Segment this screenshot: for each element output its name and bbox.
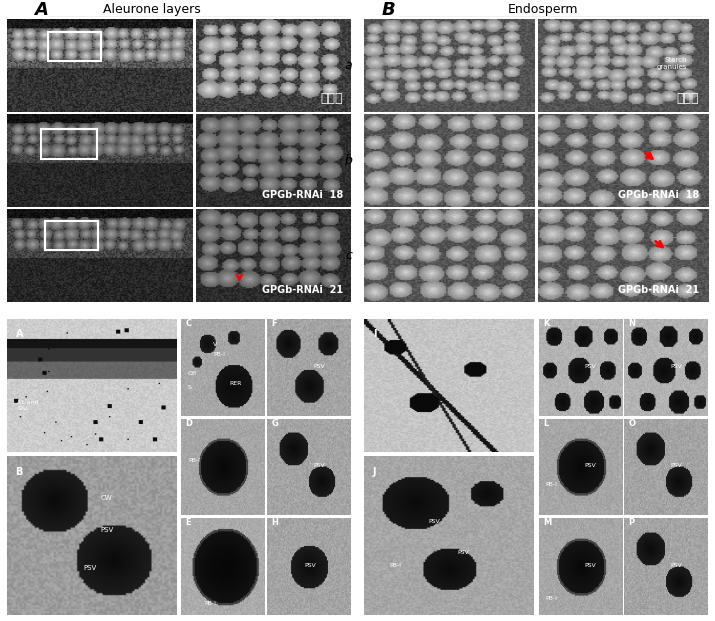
Text: RER: RER	[230, 381, 242, 386]
Text: D: D	[186, 419, 192, 428]
Text: PSV: PSV	[313, 463, 325, 468]
Text: PSV: PSV	[584, 364, 596, 369]
Text: PB-I: PB-I	[546, 596, 557, 601]
Text: PSV: PSV	[671, 364, 682, 369]
Text: PB-I: PB-I	[204, 601, 217, 606]
Text: PSV: PSV	[313, 364, 325, 369]
Text: 일반벼: 일반벼	[320, 92, 343, 105]
Text: C: C	[11, 322, 22, 337]
Text: GPGb-RNAi  21: GPGb-RNAi 21	[262, 285, 343, 295]
Text: PSV: PSV	[100, 527, 114, 533]
Bar	[41, 129, 97, 159]
Text: c: c	[345, 249, 352, 262]
Text: CW: CW	[100, 496, 112, 502]
Bar	[48, 32, 101, 61]
Text: S: S	[188, 385, 192, 390]
Text: b: b	[345, 154, 352, 167]
Text: G: G	[272, 419, 278, 428]
Text: PB-I: PB-I	[390, 563, 402, 568]
Text: GPGb-RNAi  18: GPGb-RNAi 18	[262, 191, 343, 201]
Text: PB-I: PB-I	[213, 352, 225, 357]
Text: M: M	[543, 518, 551, 527]
Text: 일반벼: 일반벼	[677, 92, 699, 105]
Text: GPGb-RNAi  21: GPGb-RNAi 21	[618, 285, 699, 295]
Text: AL and
SAL: AL and SAL	[17, 400, 39, 410]
Text: B: B	[16, 467, 23, 477]
Text: PSV: PSV	[671, 463, 682, 468]
Text: O: O	[628, 419, 636, 428]
Text: PSV: PSV	[429, 519, 440, 524]
Text: K: K	[543, 319, 549, 328]
Text: J: J	[373, 467, 376, 477]
Text: OB: OB	[188, 371, 197, 376]
Text: PB-I: PB-I	[188, 458, 200, 463]
Text: GPGb-RNAi  18: GPGb-RNAi 18	[618, 191, 699, 201]
Text: PSV: PSV	[305, 563, 317, 568]
Text: PSV: PSV	[458, 550, 469, 555]
Text: Endosperm: Endosperm	[508, 3, 578, 16]
Text: I: I	[373, 329, 376, 338]
Text: Starch
granules: Starch granules	[657, 57, 687, 70]
Text: A: A	[16, 329, 23, 338]
Text: P: P	[628, 518, 635, 527]
Text: A: A	[34, 1, 49, 19]
Text: D: D	[368, 322, 380, 337]
Text: F: F	[272, 319, 277, 328]
Text: V: V	[213, 342, 217, 347]
Text: a: a	[345, 59, 352, 72]
Text: H: H	[272, 518, 278, 527]
Text: PSV: PSV	[584, 463, 596, 468]
Text: N: N	[628, 319, 636, 328]
Text: PB-I: PB-I	[546, 483, 557, 487]
Text: C: C	[186, 319, 192, 328]
Text: L: L	[543, 419, 548, 428]
Text: B: B	[382, 1, 395, 19]
Text: PSV: PSV	[83, 565, 97, 571]
Text: E: E	[186, 518, 191, 527]
Text: PSV: PSV	[671, 563, 682, 568]
Text: Aleurone layers: Aleurone layers	[102, 3, 200, 16]
Text: PSV: PSV	[584, 563, 596, 568]
Bar	[45, 221, 98, 250]
